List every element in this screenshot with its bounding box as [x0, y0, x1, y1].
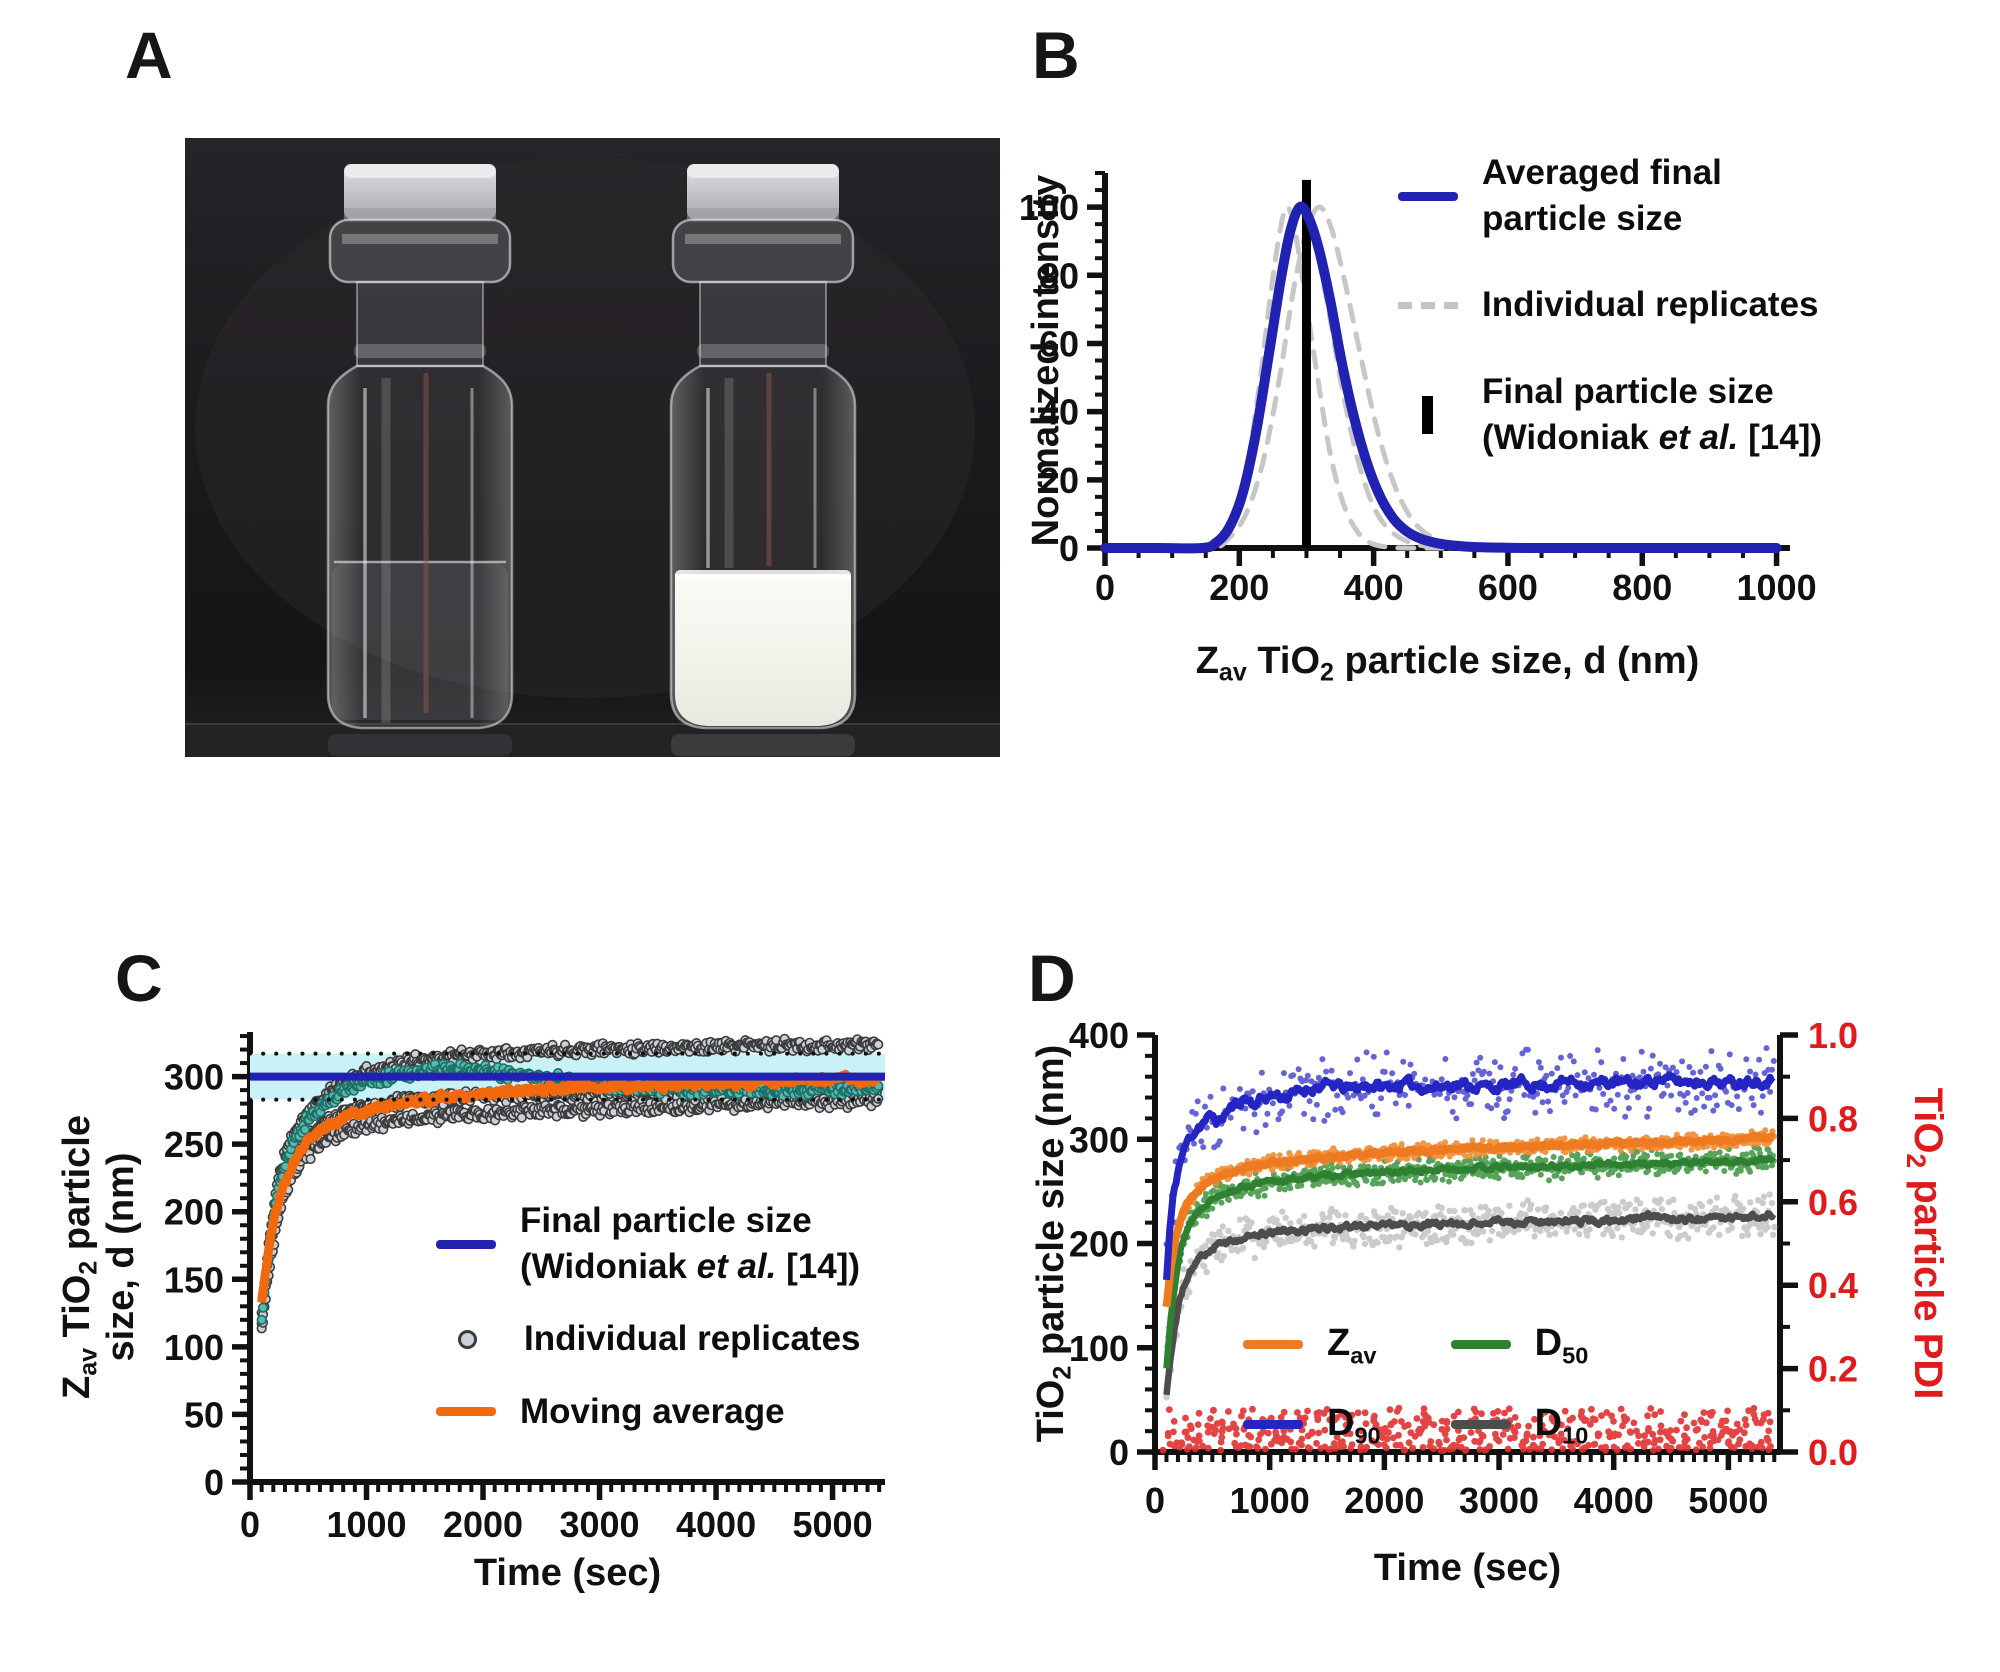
svg-text:0: 0 — [1059, 528, 1079, 569]
vial-crimp-ring — [328, 218, 512, 284]
svg-text:100: 100 — [164, 1327, 224, 1368]
svg-text:300: 300 — [1069, 1119, 1129, 1160]
svg-text:Time (sec): Time (sec) — [1374, 1547, 1561, 1589]
svg-text:250: 250 — [164, 1124, 224, 1165]
svg-text:150: 150 — [164, 1259, 224, 1300]
svg-text:0.6: 0.6 — [1808, 1182, 1858, 1223]
svg-text:2000: 2000 — [1344, 1480, 1424, 1521]
chart-panel-b: 0 200 400 600 800 1000 0 20 40 60 80 100 Zav TiO2 pa… — [1019, 88, 1980, 748]
vial-cap-highlight — [687, 164, 839, 178]
svg-text:1000: 1000 — [1230, 1480, 1310, 1521]
panel-b-label: B — [1032, 18, 1080, 92]
svg-text:1000: 1000 — [326, 1504, 406, 1545]
svg-text:100: 100 — [1020, 187, 1079, 228]
svg-text:2000: 2000 — [443, 1504, 523, 1545]
photo-background — [185, 138, 1000, 757]
svg-text:200: 200 — [164, 1192, 224, 1233]
vial-cap-highlight — [344, 164, 496, 178]
chart-svg-c: 0 1000 2000 3000 4000 5000 0 50 100 150 200 250 300 T… — [56, 1032, 887, 1594]
svg-text:0.8: 0.8 — [1808, 1098, 1858, 1139]
vial-neck — [356, 281, 484, 367]
liquid-clear — [332, 562, 508, 720]
svg-text:4000: 4000 — [676, 1504, 756, 1545]
svg-text:200: 200 — [1209, 567, 1269, 608]
svg-text:TiO2 particle size (nm): TiO2 particle size (nm) — [1030, 1045, 1077, 1443]
svg-text:200: 200 — [1069, 1224, 1129, 1265]
vial-crimp-highlight — [342, 234, 498, 244]
svg-text:0.4: 0.4 — [1808, 1265, 1858, 1306]
svg-text:0.0: 0.0 — [1808, 1432, 1858, 1473]
svg-text:5000: 5000 — [793, 1504, 873, 1545]
vial-right — [669, 164, 857, 756]
vial-neck — [699, 281, 827, 367]
svg-text:size, d (nm): size, d (nm) — [100, 1152, 142, 1361]
svg-text:50: 50 — [184, 1394, 224, 1435]
liquid-milky — [675, 574, 851, 726]
svg-text:60: 60 — [1039, 323, 1079, 364]
svg-text:400: 400 — [1069, 1015, 1129, 1056]
svg-text:300: 300 — [164, 1057, 224, 1098]
vial-left — [326, 164, 514, 756]
svg-text:0.2: 0.2 — [1808, 1349, 1858, 1390]
chart-panel-d: 0 1000 2000 3000 4000 5000 0 100 200 300 400 0.0 0.2… — [1015, 955, 2000, 1672]
vial-crimp-highlight — [685, 234, 841, 244]
svg-text:5000: 5000 — [1688, 1480, 1768, 1521]
svg-text:Time (sec): Time (sec) — [474, 1552, 661, 1594]
svg-text:20: 20 — [1039, 460, 1079, 501]
vial-cap-shadow — [344, 208, 496, 220]
panel-a-label: A — [125, 18, 173, 92]
svg-text:100: 100 — [1069, 1328, 1129, 1369]
svg-text:600: 600 — [1478, 567, 1538, 608]
vial-neck-ring — [354, 344, 486, 358]
panel-c-label: C — [115, 941, 163, 1015]
svg-text:0: 0 — [1145, 1480, 1165, 1521]
vial-cap-shadow — [687, 208, 839, 220]
svg-text:0: 0 — [240, 1504, 260, 1545]
svg-text:4000: 4000 — [1574, 1480, 1654, 1521]
svg-text:0: 0 — [204, 1462, 224, 1503]
vial-reflection — [328, 734, 512, 756]
milk-surface — [675, 570, 851, 580]
svg-text:Normalized intensity: Normalized intensity — [1025, 175, 1067, 547]
vial-crimp-ring — [671, 218, 855, 284]
chart-svg-b: 0 200 400 600 800 1000 0 20 40 60 80 100 Zav TiO2 pa… — [1019, 171, 1817, 687]
vial-neck-ring — [697, 344, 829, 358]
photo-backlight — [195, 158, 975, 698]
svg-text:40: 40 — [1039, 392, 1079, 433]
svg-text:800: 800 — [1612, 567, 1672, 608]
svg-text:TiO2 particle PDI: TiO2 particle PDI — [1901, 1088, 1950, 1400]
chart-panel-c: 0 1000 2000 3000 4000 5000 0 50 100 150 200 250 300 T… — [55, 985, 965, 1650]
svg-text:80: 80 — [1039, 255, 1079, 296]
svg-text:0: 0 — [1109, 1432, 1129, 1473]
svg-text:3000: 3000 — [1459, 1480, 1539, 1521]
svg-text:0: 0 — [1095, 567, 1115, 608]
svg-text:Zav TiO2 particle size, d (nm): Zav TiO2 particle size, d (nm) — [1196, 640, 1700, 687]
svg-text:400: 400 — [1344, 567, 1404, 608]
svg-text:Zav TiO2 particle: Zav TiO2 particle — [56, 1115, 103, 1399]
vial-body — [326, 364, 514, 730]
svg-text:1.0: 1.0 — [1808, 1015, 1858, 1056]
table-surface — [185, 724, 1000, 757]
vials-photo-svg — [185, 138, 1000, 757]
panel-d-label: D — [1028, 941, 1076, 1015]
svg-text:1000: 1000 — [1737, 567, 1817, 608]
vial-reflection — [671, 734, 855, 756]
svg-text:3000: 3000 — [559, 1504, 639, 1545]
chart-svg-d: 0 1000 2000 3000 4000 5000 0 100 200 300 400 0.0 0.2… — [1030, 1015, 1950, 1589]
vials-photo — [185, 138, 1000, 757]
